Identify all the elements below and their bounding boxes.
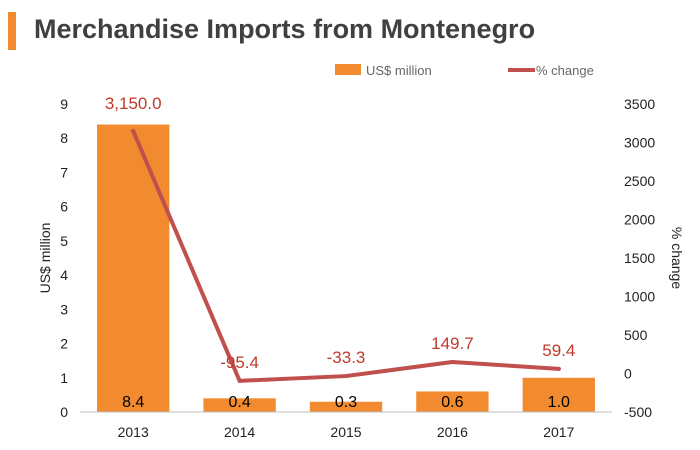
y2-tick-label: 500 bbox=[624, 327, 648, 343]
y2-tick-label: 1500 bbox=[624, 250, 655, 266]
legend-bar-swatch bbox=[335, 64, 361, 75]
y2-tick-label: 2000 bbox=[624, 212, 655, 228]
bar bbox=[97, 124, 170, 413]
bar-data-label: 8.4 bbox=[122, 394, 144, 411]
y-tick-label: 6 bbox=[60, 199, 68, 215]
line-point bbox=[131, 128, 136, 133]
line-data-label: 149.7 bbox=[431, 334, 474, 353]
line-point bbox=[450, 359, 455, 364]
bar bbox=[416, 391, 489, 412]
line-data-label: -95.4 bbox=[220, 353, 259, 372]
bar bbox=[522, 377, 595, 412]
line-series bbox=[131, 128, 561, 383]
y-tick-label: 5 bbox=[60, 233, 68, 249]
legend-bar-label: US$ million bbox=[366, 63, 432, 78]
x-tick-label: 2015 bbox=[330, 424, 361, 440]
x-tick-label: 2013 bbox=[118, 424, 149, 440]
bar-data-label: 1.0 bbox=[548, 394, 570, 411]
y2-tick-label: -500 bbox=[624, 404, 652, 420]
y-tick-label: 7 bbox=[60, 164, 68, 180]
y2-axis-title: % change bbox=[669, 227, 685, 289]
y-tick-label: 9 bbox=[60, 96, 68, 112]
bar bbox=[203, 398, 276, 412]
y-axis-title: US$ million bbox=[37, 223, 53, 294]
line-point bbox=[344, 374, 348, 379]
y2-tick-label: 1000 bbox=[624, 289, 655, 305]
y-tick-label: 1 bbox=[60, 370, 68, 386]
y-tick-label: 3 bbox=[60, 301, 68, 317]
y-tick-label: 2 bbox=[60, 336, 68, 352]
line-point bbox=[556, 366, 561, 371]
y2-tick-label: 0 bbox=[624, 366, 632, 382]
y-tick-label: 8 bbox=[60, 130, 68, 146]
legend-line-label: % change bbox=[536, 63, 594, 78]
x-tick-label: 2014 bbox=[224, 424, 255, 440]
title-accent-bar bbox=[8, 12, 16, 50]
line-data-label: 3,150.0 bbox=[105, 94, 162, 113]
bar bbox=[309, 401, 383, 412]
line-data-label: 59.4 bbox=[542, 341, 575, 360]
bar-data-label: 0.3 bbox=[335, 394, 357, 411]
y-tick-label: 0 bbox=[60, 404, 68, 420]
y-tick-label: 4 bbox=[60, 267, 68, 283]
line-point bbox=[237, 378, 242, 383]
line-data-label: -33.3 bbox=[327, 348, 366, 367]
bar-data-label: 0.6 bbox=[441, 394, 463, 411]
y2-tick-label: 3500 bbox=[624, 96, 655, 112]
bar-data-label: 0.4 bbox=[228, 394, 250, 411]
y2-tick-label: 3000 bbox=[624, 135, 655, 151]
x-tick-label: 2017 bbox=[543, 424, 574, 440]
y2-tick-label: 2500 bbox=[624, 173, 655, 189]
chart-title: Merchandise Imports from Montenegro bbox=[34, 14, 536, 44]
x-tick-label: 2016 bbox=[437, 424, 468, 440]
